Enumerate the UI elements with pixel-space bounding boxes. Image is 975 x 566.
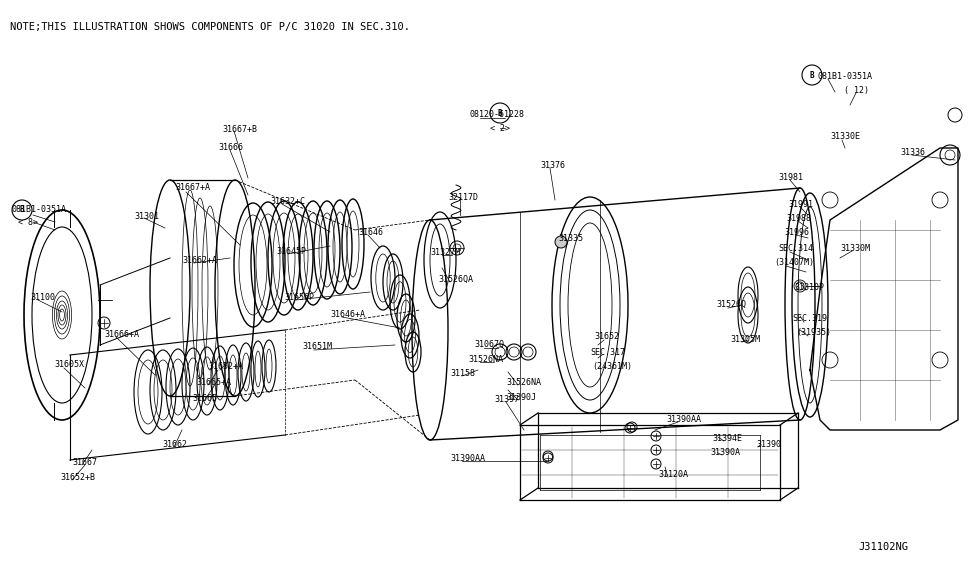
Text: 31646: 31646 [358,228,383,237]
Text: 31652+A: 31652+A [208,362,243,371]
Text: (24361M): (24361M) [592,362,632,371]
Text: SEC.314: SEC.314 [778,244,813,253]
Text: 31652+B: 31652+B [60,473,95,482]
Text: 31605X: 31605X [54,360,84,369]
Text: 31376: 31376 [540,161,565,170]
Text: < 8>: < 8> [18,218,38,227]
Text: (31407M): (31407M) [774,258,814,267]
Text: 31336: 31336 [900,148,925,157]
Text: B: B [20,205,24,215]
Text: 31310P: 31310P [794,283,824,292]
Text: 31632+C: 31632+C [270,197,305,206]
Text: 31526Q: 31526Q [716,300,746,309]
Text: 31667+A: 31667+A [175,183,210,192]
Text: 31067Q: 31067Q [474,340,504,349]
Text: 31390A: 31390A [710,448,740,457]
Text: 31397: 31397 [494,395,519,404]
Text: 081B1-0351A: 081B1-0351A [12,205,67,214]
Text: 081B1-0351A: 081B1-0351A [818,72,873,81]
Text: 31666: 31666 [218,143,243,152]
Text: (31935): (31935) [796,328,831,337]
Text: 31665: 31665 [192,394,217,403]
Text: 31526NA: 31526NA [506,378,541,387]
Text: NOTE;THIS ILLUSTRATION SHOWS COMPONENTS OF P/C 31020 IN SEC.310.: NOTE;THIS ILLUSTRATION SHOWS COMPONENTS … [10,22,410,32]
Text: 31120A: 31120A [658,470,688,479]
Text: 31666+A: 31666+A [104,330,139,339]
Text: 31667+B: 31667+B [222,125,257,134]
Text: B: B [809,71,814,79]
Text: 31330M: 31330M [840,244,870,253]
Text: 08120-61228: 08120-61228 [470,110,525,119]
Text: 31651M: 31651M [302,342,332,351]
Text: B: B [497,109,502,118]
Text: 31665+A: 31665+A [196,378,231,387]
Text: 31988: 31988 [786,214,811,223]
Text: 31667: 31667 [72,458,97,467]
Text: 31662: 31662 [162,440,187,449]
Text: 31646+A: 31646+A [330,310,365,319]
Text: 31335: 31335 [558,234,583,243]
Text: < 2>: < 2> [490,124,510,133]
Text: ( 12): ( 12) [844,86,869,95]
Circle shape [555,236,567,248]
Text: 31327M: 31327M [430,248,460,257]
Text: 31991: 31991 [788,200,813,209]
Text: 31526QA: 31526QA [438,275,473,284]
Text: 31652: 31652 [594,332,619,341]
Text: 31390: 31390 [756,440,781,449]
Text: 31390J: 31390J [506,393,536,402]
Text: 31158: 31158 [450,369,475,378]
Text: 31100: 31100 [30,293,55,302]
Text: 31656P: 31656P [284,293,314,302]
Text: 31996: 31996 [784,228,809,237]
Text: SEC.317: SEC.317 [590,348,625,357]
Text: 31526NA: 31526NA [468,355,503,364]
Text: 31394E: 31394E [712,434,742,443]
Text: 31981: 31981 [778,173,803,182]
Text: SEC.319: SEC.319 [792,314,827,323]
Text: 31305M: 31305M [730,335,760,344]
Text: 31390AA: 31390AA [450,454,485,463]
Text: 31662+A: 31662+A [182,256,217,265]
Text: J31102NG: J31102NG [858,542,908,552]
Text: 31330E: 31330E [830,132,860,141]
Text: 31645P: 31645P [276,247,306,256]
Text: 32117D: 32117D [448,193,478,202]
Text: 31390AA: 31390AA [666,415,701,424]
Text: 31301: 31301 [134,212,159,221]
